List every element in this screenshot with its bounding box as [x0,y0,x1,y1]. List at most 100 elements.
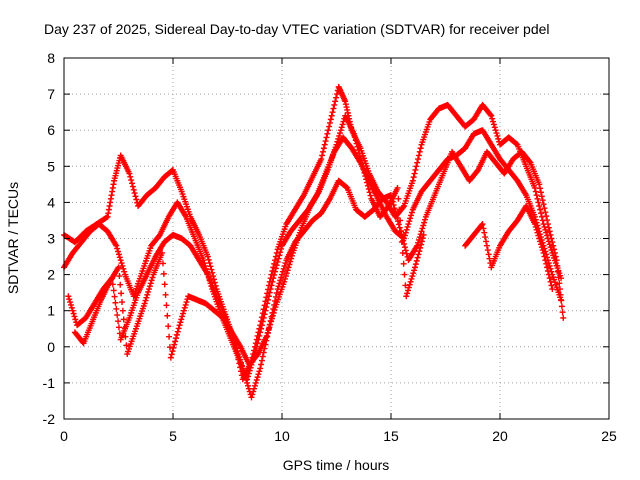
data-point [544,232,551,239]
data-point [68,304,75,311]
data-point [321,141,328,148]
data-point [239,365,246,372]
data-point [244,379,251,386]
data-point [413,163,420,170]
data-point [148,277,155,284]
data-point [242,374,249,381]
data-point [319,152,326,159]
data-point [556,280,563,287]
data-point [115,324,122,331]
data-point [126,170,133,177]
data-point [115,264,122,271]
data-point [534,195,541,202]
data-point [548,282,555,289]
data-point [491,124,498,131]
y-axis-label: SDTVAR / TECUs [5,182,21,294]
data-point [556,286,563,293]
data-point [253,377,260,384]
data-point [357,153,364,160]
data-point [405,221,412,228]
data-point [407,278,414,285]
data-point [273,290,280,297]
data-point [170,344,177,351]
x-tick-label: 0 [60,428,68,444]
data-point [182,301,189,308]
data-point [127,173,134,180]
data-point [365,186,372,193]
data-point [336,130,343,137]
data-point [402,229,409,236]
data-point [285,264,292,271]
data-point [359,163,366,170]
data-point [207,263,214,270]
data-point [183,299,190,306]
data-point [542,257,549,264]
data-point [531,221,538,228]
data-point [117,257,124,264]
x-tick-label: 10 [274,428,290,444]
data-point [237,356,244,363]
data-point [353,140,360,147]
data-point [416,248,423,255]
data-point [265,293,272,300]
y-tick-label: 0 [47,339,55,355]
data-point [357,156,364,163]
data-point [551,249,558,256]
data-point [546,228,553,235]
data-point [418,241,425,248]
data-point [408,209,415,216]
data-point [399,249,406,256]
data-point [204,253,211,260]
data-point [537,241,544,248]
data-point [549,239,556,246]
data-point [245,370,252,377]
x-tick-label: 20 [492,428,508,444]
data-point [401,244,408,251]
data-point [119,262,126,269]
data-point [318,156,325,163]
data-point [560,314,567,321]
y-tick-label: -1 [43,375,56,391]
data-point [235,351,242,358]
data-point [552,253,559,260]
data-point [271,306,278,313]
data-point [414,159,421,166]
data-point [67,299,74,306]
data-point [543,229,550,236]
data-point [537,185,544,192]
data-point [533,192,540,199]
data-point [337,127,344,134]
y-tick-label: 7 [47,86,55,102]
data-point [420,222,427,229]
data-point [404,223,411,230]
data-point [367,192,374,199]
data-point [289,252,296,259]
data-point [258,361,265,368]
data-point [149,274,156,281]
data-point [328,112,335,119]
data-point [413,257,420,264]
data-point [549,286,556,293]
y-tick-label: 1 [47,303,55,319]
data-point [537,210,544,217]
data-point [325,127,332,134]
data-point [403,226,410,233]
data-point [326,123,333,130]
data-point [270,275,277,282]
data-point [333,141,340,148]
data-point [416,148,423,155]
data-point [539,247,546,254]
data-point [132,193,139,200]
data-point [282,260,289,267]
data-point [284,267,291,274]
data-point [534,229,541,236]
data-point [256,332,263,339]
data-point [268,318,275,325]
data-point [279,271,285,278]
data-point [332,98,339,105]
data-point [268,315,275,322]
data-point [146,286,153,293]
data-point [554,268,561,275]
data-point [533,226,540,233]
data-point [479,221,486,228]
